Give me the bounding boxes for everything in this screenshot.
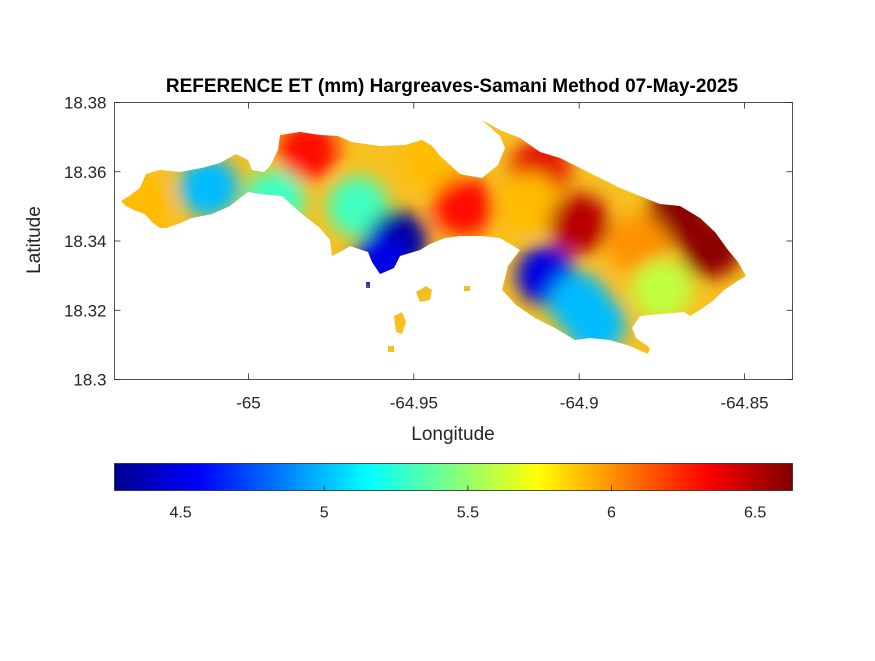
y-tick-label: 18.38: [64, 94, 107, 113]
x-tick-label: -64.95: [390, 394, 438, 413]
et-value-blob: [565, 294, 626, 354]
y-tick-label: 18.3: [73, 371, 106, 390]
et-value-blob: [278, 121, 338, 181]
x-tick-label: -64.85: [720, 394, 768, 413]
et-value-blob: [681, 217, 742, 278]
colorbar-ticks: 4.5 5 5.5 6 6.5: [169, 485, 766, 522]
chart-title: REFERENCE ET (mm) Hargreaves-Samani Meth…: [166, 76, 739, 97]
x-tick-label: -64.9: [560, 394, 599, 413]
et-value-blob: [631, 259, 692, 320]
colorbar-tick-label: 6: [607, 505, 616, 522]
et-value-blob: [350, 235, 411, 296]
et-value-blob: [549, 193, 610, 254]
colorbar-tick-label: 4.5: [169, 505, 191, 522]
y-axis-ticks: 18.3 18.32 18.34 18.36 18.38: [64, 94, 793, 390]
colorbar: [114, 463, 793, 491]
x-axis-label: Longitude: [411, 424, 494, 445]
map-surface: [121, 120, 746, 354]
et-value-blob: [608, 214, 669, 275]
et-value-blob: [499, 172, 560, 233]
y-tick-label: 18.34: [64, 232, 107, 251]
et-value-blob: [178, 157, 239, 218]
colorbar-tick-label: 5.5: [457, 505, 479, 522]
et-value-blob: [433, 176, 494, 237]
y-tick-label: 18.36: [64, 163, 107, 182]
et-value-blob: [244, 169, 305, 230]
et-value-blob: [121, 172, 173, 233]
y-tick-label: 18.32: [64, 301, 107, 320]
et-value-blob: [327, 176, 388, 237]
colorbar-tick-label: 5: [320, 505, 329, 522]
colorbar-tick-label: 6.5: [744, 505, 766, 522]
y-axis-label: Latitude: [24, 206, 45, 274]
et-value-blobs: [121, 121, 742, 354]
x-tick-label: -65: [236, 394, 261, 413]
x-axis-ticks: -65 -64.95 -64.9 -64.85: [236, 102, 769, 413]
